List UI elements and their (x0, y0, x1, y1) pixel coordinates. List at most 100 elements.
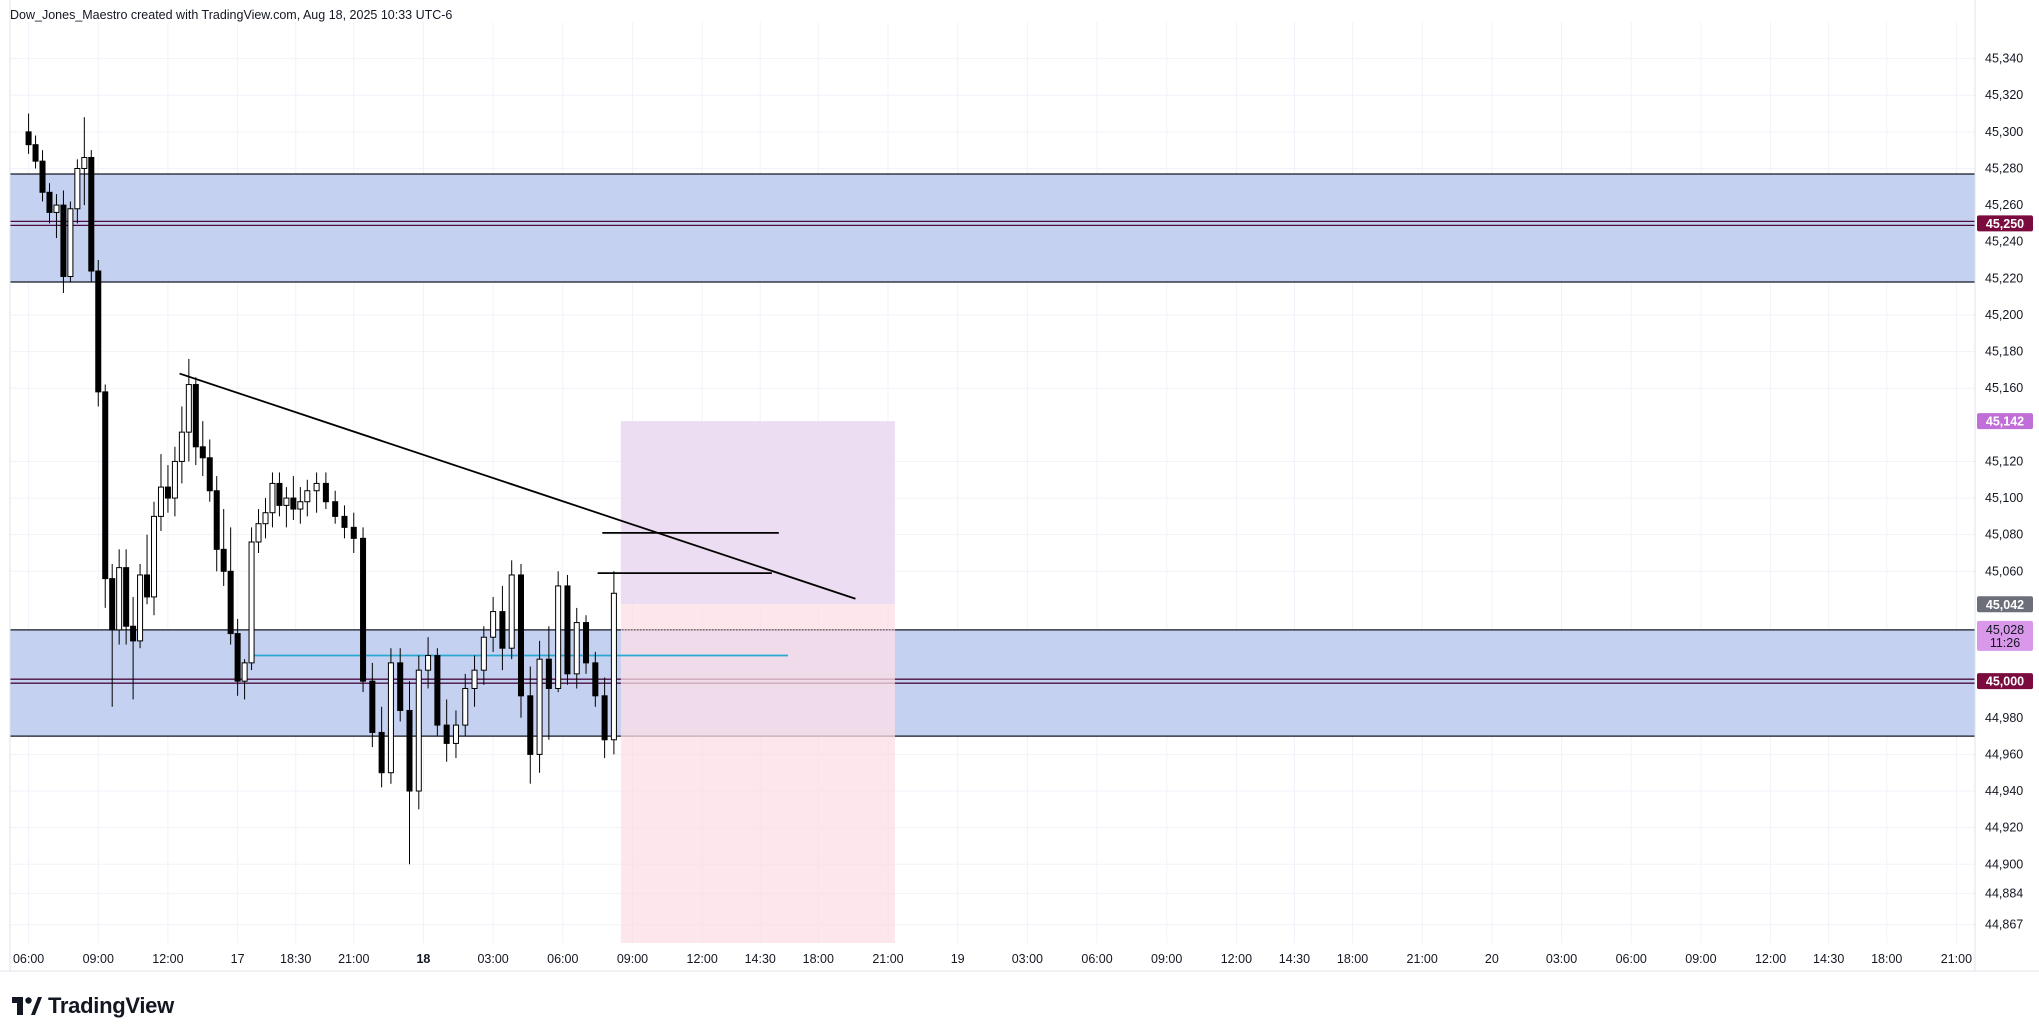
candle[interactable] (425, 637, 432, 689)
time-tick-label: 19 (951, 952, 965, 966)
candle-body-up (555, 585, 562, 689)
candle[interactable] (332, 490, 339, 524)
time-tick-label: 03:00 (1012, 952, 1043, 966)
candle[interactable] (46, 183, 53, 224)
candle[interactable] (290, 476, 297, 521)
candle[interactable] (234, 618, 241, 696)
candle-body-up (248, 541, 255, 664)
candle[interactable] (74, 159, 81, 224)
candle[interactable] (192, 377, 199, 466)
tradingview-logo[interactable]: TradingView (12, 993, 174, 1019)
price-tick-label: 44,900 (1985, 857, 2023, 871)
candle[interactable] (452, 710, 459, 759)
candle[interactable] (434, 648, 441, 737)
candle[interactable] (164, 465, 171, 513)
candle[interactable] (387, 648, 394, 784)
position-target-area[interactable] (620, 421, 895, 605)
candle[interactable] (499, 585, 506, 671)
candle-body-down (443, 724, 450, 744)
candle[interactable] (220, 509, 227, 586)
candle[interactable] (297, 487, 304, 524)
candle-body-down (220, 548, 227, 572)
candle[interactable] (241, 659, 248, 700)
candle-body-up (262, 512, 269, 525)
candle[interactable] (583, 615, 590, 674)
candle[interactable] (88, 150, 95, 283)
candle-body-down (360, 537, 367, 682)
position-stop-area[interactable] (620, 604, 895, 943)
candle[interactable] (443, 699, 450, 762)
candle[interactable] (269, 472, 276, 528)
candle[interactable] (227, 527, 234, 645)
candle[interactable] (415, 655, 422, 810)
candle[interactable] (255, 509, 262, 553)
candle[interactable] (490, 596, 497, 652)
candle[interactable] (555, 571, 562, 693)
axes-layer: 45,34045,32045,30045,28045,26045,24045,2… (0, 0, 2039, 972)
candle[interactable] (178, 406, 185, 484)
chart-attribution-header: Dow_Jones_Maestro created with TradingVi… (10, 8, 453, 22)
candle[interactable] (462, 673, 469, 737)
candle[interactable] (32, 135, 39, 169)
candle[interactable] (304, 479, 311, 517)
candle[interactable] (25, 113, 32, 154)
candle[interactable] (573, 607, 580, 689)
candle[interactable] (171, 446, 178, 517)
candle[interactable] (545, 626, 552, 740)
price-tick-label: 44,960 (1985, 747, 2023, 761)
candle[interactable] (206, 439, 213, 502)
candle[interactable] (95, 260, 102, 407)
candle[interactable] (406, 681, 413, 865)
candle[interactable] (378, 706, 385, 788)
candle[interactable] (130, 596, 137, 700)
candle[interactable] (369, 662, 376, 748)
candle[interactable] (67, 201, 74, 283)
descending-trendline[interactable] (179, 372, 856, 600)
candle[interactable] (322, 472, 329, 510)
candle[interactable] (199, 421, 206, 477)
candle[interactable] (536, 640, 543, 773)
candle[interactable] (564, 574, 571, 685)
candle[interactable] (53, 194, 60, 239)
candle[interactable] (248, 527, 255, 671)
candle-body-down (25, 131, 32, 146)
candle[interactable] (283, 487, 290, 528)
candle[interactable] (397, 648, 404, 722)
candle-body-down (517, 574, 525, 697)
candle[interactable] (262, 498, 269, 539)
candle[interactable] (144, 534, 151, 605)
candle[interactable] (116, 549, 123, 645)
candle[interactable] (601, 677, 608, 759)
candle[interactable] (517, 563, 525, 718)
candle[interactable] (102, 384, 109, 608)
candle[interactable] (150, 501, 158, 616)
candle[interactable] (471, 655, 478, 707)
candle[interactable] (350, 512, 357, 553)
candle[interactable] (360, 527, 367, 693)
candle[interactable] (109, 563, 116, 707)
candle-body-up (471, 669, 478, 689)
candle[interactable] (610, 571, 617, 755)
candle-body-down (192, 384, 199, 448)
candle[interactable] (123, 549, 130, 645)
candle[interactable] (60, 190, 67, 293)
candle[interactable] (480, 626, 487, 685)
candle[interactable] (157, 454, 164, 532)
price-tick-label: 45,340 (1985, 52, 2023, 66)
candle-body-down (164, 486, 171, 499)
candle[interactable] (341, 505, 348, 539)
candle[interactable] (185, 358, 192, 462)
candle[interactable] (313, 472, 320, 513)
candle[interactable] (508, 560, 515, 660)
candle[interactable] (39, 150, 46, 202)
upper-supply-zone[interactable] (10, 173, 1975, 283)
candle[interactable] (276, 472, 283, 517)
candle[interactable] (81, 117, 88, 206)
candle[interactable] (137, 563, 144, 649)
candle[interactable] (527, 666, 534, 784)
candle-body-up (241, 662, 248, 682)
candle[interactable] (213, 476, 220, 572)
price-tick-label: 45,100 (1985, 491, 2023, 505)
candle[interactable] (592, 651, 599, 707)
